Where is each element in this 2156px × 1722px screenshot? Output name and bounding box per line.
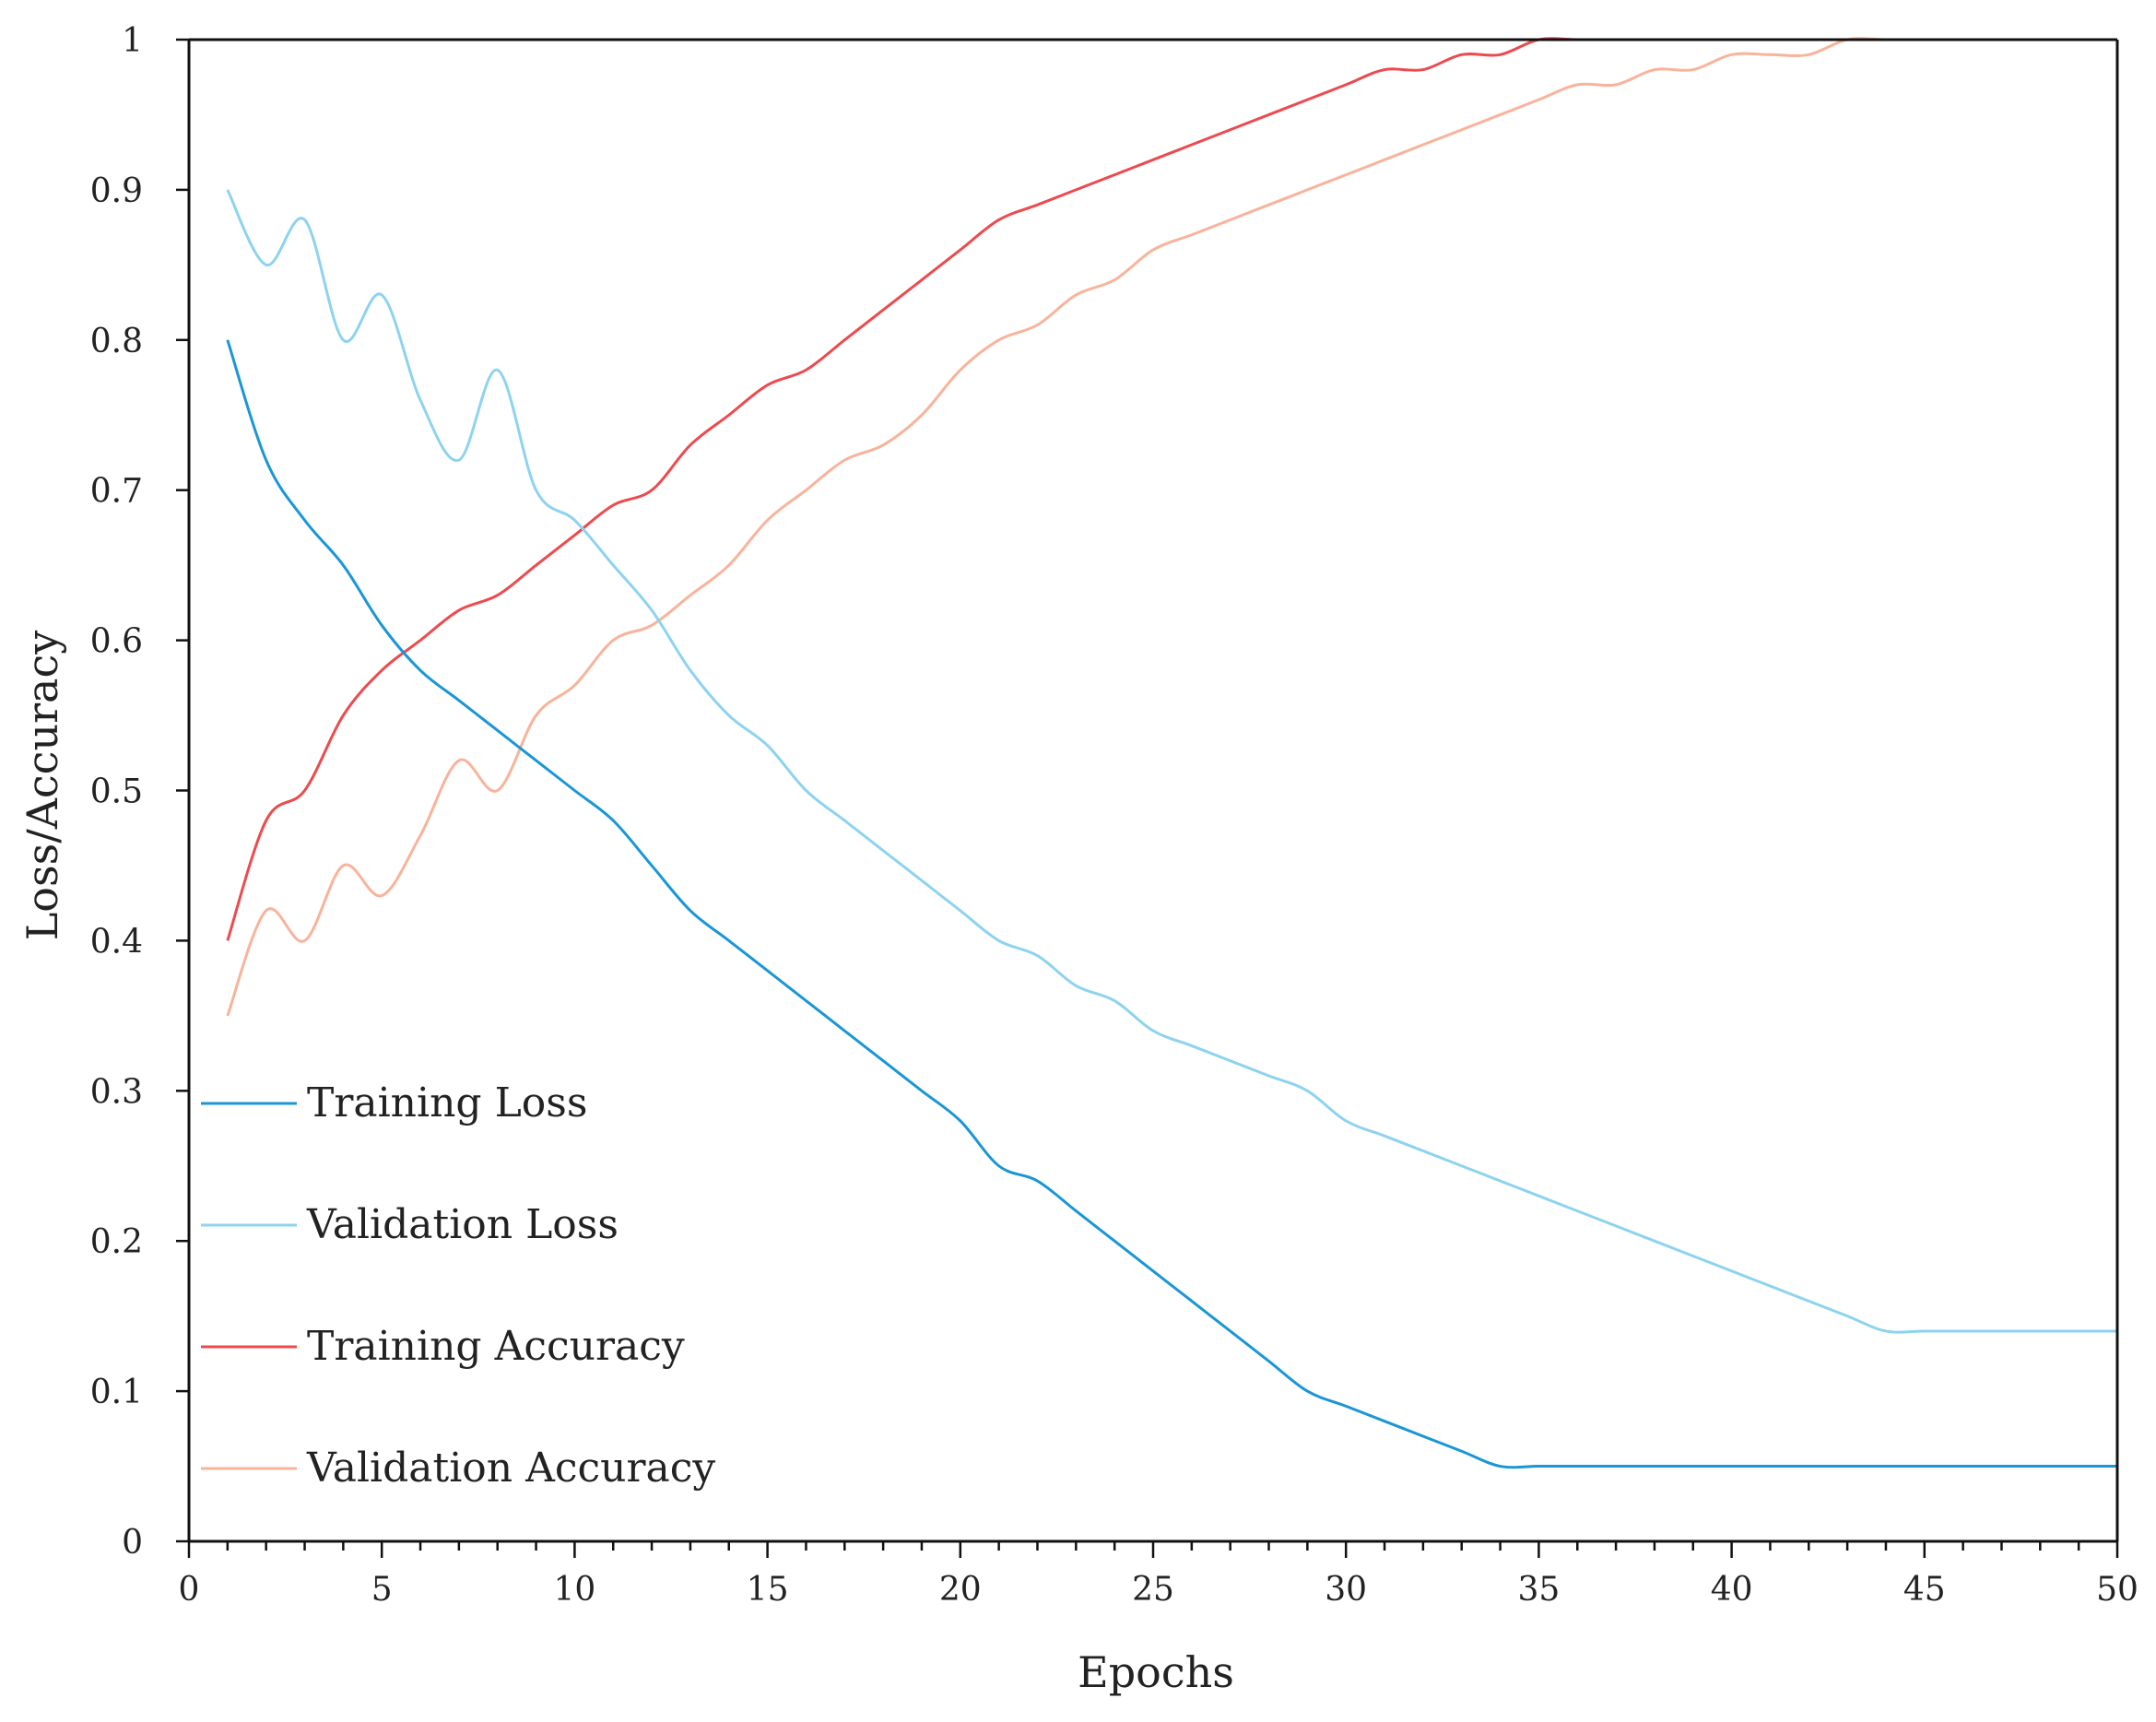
y-tick-label: 0.6 xyxy=(90,623,143,661)
x-tick-label: 45 xyxy=(1903,1571,1946,1609)
x-tick-label: 40 xyxy=(1711,1571,1753,1609)
legend-label-training-loss: Training Loss xyxy=(307,1079,587,1126)
training-accuracy-points xyxy=(227,39,2118,941)
validation-accuracy-points xyxy=(227,39,2118,1016)
plot-lines xyxy=(226,37,2118,1469)
y-axis-ticks: 0 0.1 0.2 0.3 0.4 0.5 0.6 0.7 0.8 0.9 1 xyxy=(90,22,189,1562)
legend: Training Loss Validation Loss Training Acc… xyxy=(201,1079,715,1492)
x-axis-ticks: 0 5 10 15 20 25 30 35 40 45 50 xyxy=(179,1541,2138,1609)
training-accuracy-line xyxy=(226,37,2117,941)
training-loss-line xyxy=(226,339,2117,1469)
x-tick-label: 15 xyxy=(747,1571,789,1609)
legend-label-validation-loss: Validation Loss xyxy=(306,1201,619,1248)
axes xyxy=(187,38,2119,1543)
x-tick-label: 35 xyxy=(1517,1571,1560,1609)
x-axis-title: Epochs xyxy=(1078,1647,1234,1697)
validation-accuracy-line xyxy=(226,37,2117,1017)
y-tick-label: 0.7 xyxy=(90,473,143,511)
y-tick-label: 0.1 xyxy=(90,1374,143,1411)
y-tick-label: 0.3 xyxy=(90,1073,143,1111)
x-tick-label: 30 xyxy=(1325,1571,1367,1609)
y-tick-label: 0.2 xyxy=(90,1223,143,1261)
y-tick-label: 0 xyxy=(122,1524,143,1562)
x-tick-label: 10 xyxy=(553,1571,595,1609)
training-loss-points xyxy=(227,339,2118,1467)
y-tick-label: 0.5 xyxy=(90,773,143,811)
y-tick-label: 0.8 xyxy=(90,323,143,360)
legend-label-validation-accuracy: Validation Accuracy xyxy=(306,1445,715,1492)
y-tick-label: 0.9 xyxy=(90,172,143,210)
x-tick-label: 0 xyxy=(179,1571,200,1609)
legend-label-training-accuracy: Training Accuracy xyxy=(307,1323,685,1370)
x-tick-label: 50 xyxy=(2096,1571,2138,1609)
y-axis-title: Loss/Accuracy xyxy=(18,631,67,941)
y-tick-label: 0.4 xyxy=(90,923,143,961)
x-tick-label: 5 xyxy=(371,1571,393,1609)
validation-loss-line xyxy=(226,189,2117,1334)
y-tick-label: 1 xyxy=(122,22,143,60)
x-tick-label: 25 xyxy=(1132,1571,1174,1609)
validation-loss-points xyxy=(227,189,2118,1331)
x-tick-label: 20 xyxy=(939,1571,982,1609)
